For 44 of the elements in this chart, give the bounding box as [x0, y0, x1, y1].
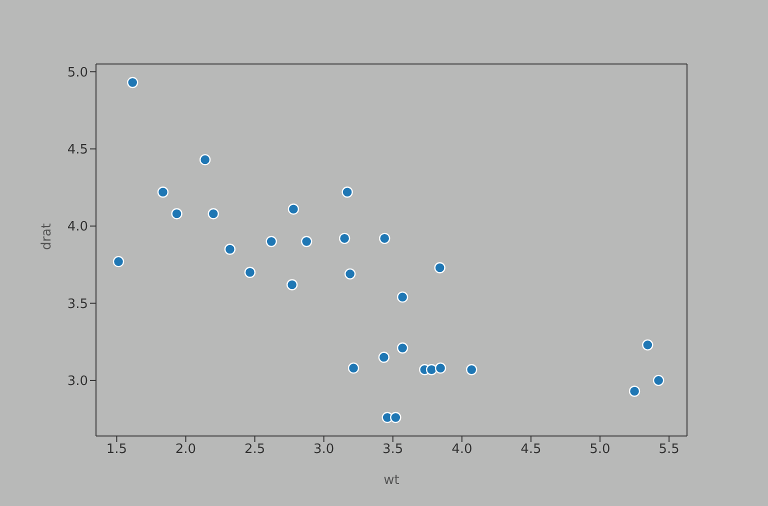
- point: [288, 203, 300, 215]
- point: [338, 232, 350, 244]
- y-axis-title: drat: [40, 223, 55, 250]
- point: [208, 208, 219, 220]
- point: [466, 364, 478, 376]
- x-tick-label: 2.5: [244, 442, 266, 458]
- point: [396, 291, 408, 303]
- x-tick-label: 5.5: [658, 442, 680, 458]
- x-axis-title: wt: [384, 473, 400, 488]
- x-tick-label: 3.5: [382, 442, 404, 458]
- point: [426, 364, 438, 376]
- y-tick-label: 5.0: [67, 65, 88, 80]
- point: [344, 268, 356, 280]
- x-tick-label: 4.5: [520, 442, 542, 458]
- point: [266, 236, 277, 248]
- point: [434, 262, 446, 274]
- point: [112, 256, 124, 268]
- y-tick-label: 3.5: [67, 296, 88, 312]
- point: [390, 412, 402, 424]
- point: [628, 386, 640, 397]
- point: [434, 362, 446, 374]
- y-tick-label: 3.0: [67, 374, 88, 390]
- x-tick-label: 1.5: [106, 442, 128, 458]
- point: [171, 208, 182, 220]
- point: [126, 76, 138, 88]
- point: [652, 374, 664, 386]
- point: [348, 362, 360, 374]
- point: [300, 236, 312, 248]
- point: [642, 339, 654, 351]
- x-tick-label: 4.0: [452, 442, 472, 458]
- point: [396, 342, 408, 354]
- point: [378, 232, 390, 244]
- x-tick-label: 3.0: [313, 442, 334, 458]
- point: [244, 266, 256, 278]
- point: [199, 154, 211, 166]
- point: [224, 244, 236, 255]
- point: [157, 186, 169, 198]
- x-tick-label: 5.0: [590, 442, 610, 458]
- y-tick-label: 4.5: [67, 142, 88, 158]
- point: [286, 279, 298, 290]
- point: [342, 186, 353, 198]
- point: [378, 352, 390, 363]
- x-tick-label: 2.0: [175, 442, 196, 458]
- y-tick-label: 4.0: [67, 220, 88, 235]
